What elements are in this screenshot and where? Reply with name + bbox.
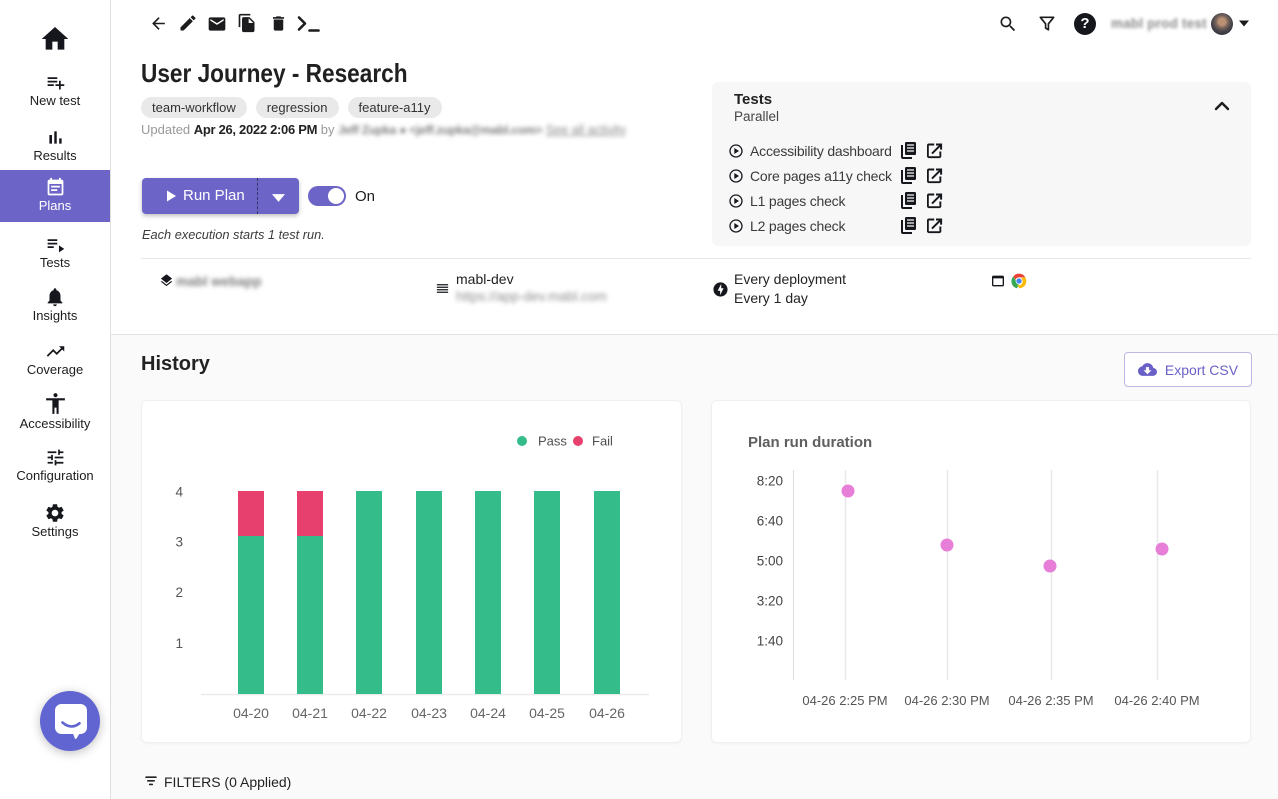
svg-text:3: 3 [175,535,183,550]
svg-text:Plan run duration: Plan run duration [748,434,872,451]
svg-text:04-25: 04-25 [529,705,565,721]
svg-text:04-20: 04-20 [233,705,269,721]
svg-text:5:00: 5:00 [757,554,783,569]
svg-text:8:20: 8:20 [757,474,783,489]
svg-text:Pass: Pass [538,434,567,449]
svg-text:6:40: 6:40 [757,514,783,529]
svg-text:3:20: 3:20 [757,594,783,609]
svg-text:04-26 2:30 PM: 04-26 2:30 PM [904,693,989,708]
svg-text:2: 2 [175,585,183,600]
svg-text:04-24: 04-24 [470,705,506,721]
svg-text:1:40: 1:40 [757,634,783,649]
svg-text:04-23: 04-23 [411,705,447,721]
svg-text:Fail: Fail [592,434,613,449]
svg-text:4: 4 [175,485,183,500]
svg-text:04-22: 04-22 [351,705,387,721]
svg-text:04-26 2:25 PM: 04-26 2:25 PM [802,693,887,708]
svg-text:04-21: 04-21 [292,705,328,721]
svg-text:04-26 2:35 PM: 04-26 2:35 PM [1008,693,1093,708]
svg-text:1: 1 [175,636,183,651]
svg-text:04-26: 04-26 [589,705,625,721]
svg-text:04-26 2:40 PM: 04-26 2:40 PM [1114,693,1199,708]
